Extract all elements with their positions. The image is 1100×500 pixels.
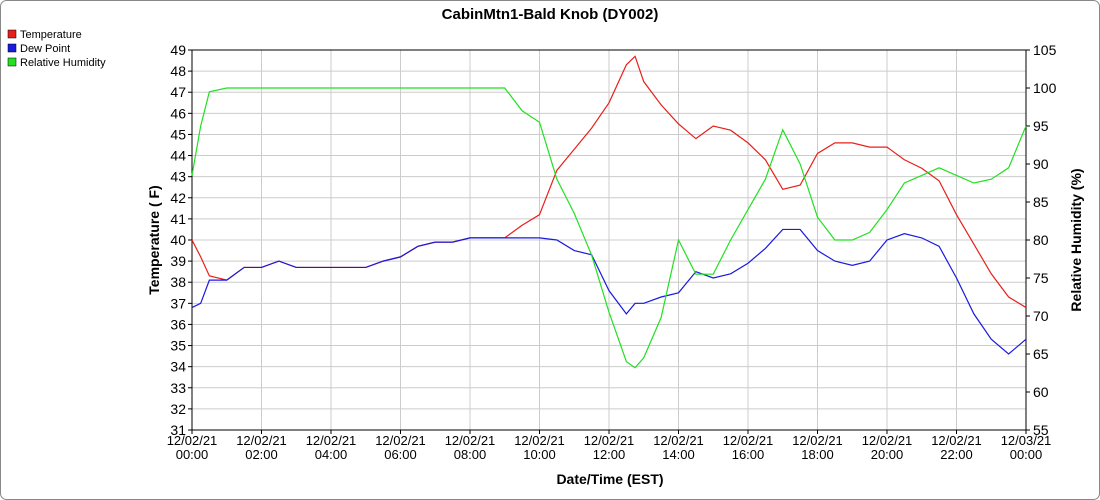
y-tick-label: 44 xyxy=(170,148,186,164)
x-tick-label: 12/02/21 22:00 xyxy=(931,433,982,462)
x-tick-label: 12/02/21 00:00 xyxy=(167,433,218,462)
legend-label: Temperature xyxy=(20,29,82,41)
y-tick-label: 38 xyxy=(170,274,186,290)
y-tick-label: 33 xyxy=(170,380,186,396)
y2-tick-label: 105 xyxy=(1033,42,1057,58)
x-tick-label: 12/02/21 18:00 xyxy=(792,433,843,462)
y-tick-label: 35 xyxy=(170,338,186,354)
y-tick-label: 46 xyxy=(170,105,186,121)
y-tick-label: 45 xyxy=(170,126,186,142)
data-line xyxy=(191,228,1027,355)
y-tick-label: 39 xyxy=(170,253,186,269)
y-tick-label: 47 xyxy=(170,84,186,100)
x-tick-label: 12/02/21 06:00 xyxy=(375,433,426,462)
y2-tick-label: 100 xyxy=(1033,80,1057,96)
y-tick-label: 31 xyxy=(170,422,186,438)
y2-tick-label: 80 xyxy=(1033,232,1049,248)
y2-tick-label: 90 xyxy=(1033,156,1049,172)
y2-tick-label: 75 xyxy=(1033,270,1049,286)
y-tick-label: 49 xyxy=(170,42,186,58)
y2-tick-label: 70 xyxy=(1033,308,1049,324)
y-tick-label: 37 xyxy=(170,295,186,311)
y-tick-label: 34 xyxy=(170,359,186,375)
x-tick-label: 12/02/21 02:00 xyxy=(236,433,287,462)
legend-swatch xyxy=(7,29,17,39)
legend-swatch xyxy=(7,43,17,53)
y-tick-label: 32 xyxy=(170,401,186,417)
x-tick-label: 12/02/21 14:00 xyxy=(653,433,704,462)
y-tick-label: 41 xyxy=(170,211,186,227)
x-tick-label: 12/02/21 10:00 xyxy=(514,433,565,462)
x-tick-label: 12/02/21 20:00 xyxy=(862,433,913,462)
y-tick-label: 48 xyxy=(170,63,186,79)
x-axis-label: Date/Time (EST) xyxy=(556,471,663,487)
y2-tick-label: 65 xyxy=(1033,346,1049,362)
x-tick-label: 12/02/21 08:00 xyxy=(445,433,496,462)
x-tick-label: 12/02/21 04:00 xyxy=(306,433,357,462)
y-tick-label: 36 xyxy=(170,316,186,332)
y2-tick-label: 85 xyxy=(1033,194,1049,210)
y2-axis-label: Relative Humidity (%) xyxy=(1068,168,1084,311)
y-axis-label: Temperature ( F) xyxy=(146,185,162,294)
chart-title: CabinMtn1-Bald Knob (DY002) xyxy=(442,6,659,23)
y2-tick-label: 60 xyxy=(1033,384,1049,400)
data-line xyxy=(191,87,1027,369)
x-tick-label: 12/02/21 16:00 xyxy=(723,433,774,462)
y-tick-label: 40 xyxy=(170,232,186,248)
legend-swatch xyxy=(7,57,17,67)
y2-tick-label: 55 xyxy=(1033,422,1049,438)
y2-tick-label: 95 xyxy=(1033,118,1049,134)
legend-label: Relative Humidity xyxy=(20,57,106,69)
x-tick-label: 12/03/21 00:00 xyxy=(1001,433,1052,462)
y-tick-label: 42 xyxy=(170,190,186,206)
legend-label: Dew Point xyxy=(20,43,70,55)
y-tick-label: 43 xyxy=(170,169,186,185)
x-tick-label: 12/02/21 12:00 xyxy=(584,433,635,462)
